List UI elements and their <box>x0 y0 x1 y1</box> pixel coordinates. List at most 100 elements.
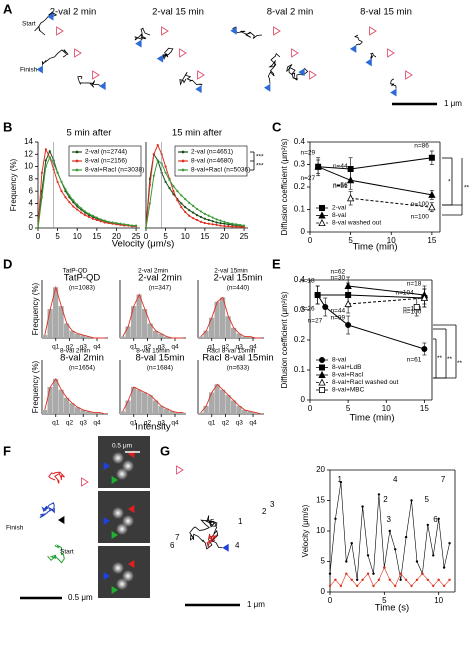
point <box>164 165 167 168</box>
series-line <box>317 294 425 350</box>
histogram-subtitle: (n=633) <box>227 365 250 372</box>
y-tick-label: 15 <box>316 496 325 505</box>
event-label: 5 <box>210 518 215 527</box>
x-tick-label: q2 <box>144 420 152 427</box>
point <box>242 224 246 227</box>
n-label: n=29 <box>300 149 315 156</box>
histogram-bar <box>225 316 231 338</box>
arrowhead-red <box>128 560 135 568</box>
y-tick-label: 0.4 <box>294 137 306 146</box>
x-tick-label: 25 <box>240 232 249 241</box>
arrowhead <box>222 543 229 552</box>
significance: *** <box>256 154 264 161</box>
arrowhead-green <box>111 531 118 539</box>
histogram-bar <box>120 411 126 414</box>
histogram-bar <box>147 395 153 414</box>
panel-letter: E <box>272 256 281 271</box>
x-tick-label: q3 <box>158 344 166 351</box>
x-tick-label: q4 <box>249 344 257 351</box>
histogram-bar <box>169 411 175 414</box>
y-tick-label: 20 <box>316 465 325 474</box>
end-arrowhead <box>99 82 106 91</box>
trajectory-blue <box>39 502 55 519</box>
trajectory <box>34 12 58 36</box>
chart-title: 2-val 15min <box>214 268 248 275</box>
arrowhead-green <box>111 476 118 484</box>
histogram-bar <box>220 389 226 414</box>
legend-label: 8-val (n=4680) <box>191 158 233 165</box>
legend-label: 8-val+RacI <box>332 372 363 379</box>
histogram-subtitle: (n=1684) <box>147 365 173 372</box>
x-tick-label: 10 <box>73 232 82 241</box>
x-tick-label: q1 <box>52 344 60 351</box>
marker <box>428 154 435 161</box>
trajectory <box>370 52 377 59</box>
trajectory <box>179 71 203 86</box>
significance: ** <box>457 360 463 367</box>
x-tick-label: q4 <box>171 344 179 351</box>
histogram-bar <box>47 309 53 338</box>
arrowhead <box>176 465 184 475</box>
y-tick-label: 4 <box>29 199 34 208</box>
histogram-bar <box>97 412 103 414</box>
x-axis-label: Time (min) <box>349 413 394 424</box>
start-arrowhead <box>92 70 100 80</box>
start-arrowhead <box>405 70 413 80</box>
point <box>223 222 226 225</box>
point <box>207 222 210 225</box>
marker <box>428 203 436 211</box>
point <box>404 578 408 581</box>
fluorescent-spot <box>112 507 124 519</box>
n-label: n=27 <box>308 318 323 325</box>
panel-title: 2-val 2 min <box>50 7 96 18</box>
point <box>361 578 364 581</box>
trajectory <box>162 47 174 60</box>
y-tick-label: 0.1 <box>294 205 306 214</box>
point <box>372 572 375 575</box>
marker <box>318 364 325 371</box>
point <box>442 584 446 588</box>
histogram-bar <box>231 400 237 414</box>
finish-label: Finish <box>20 67 38 74</box>
legend-label: 8-val+RacI (n=3038) <box>85 167 144 174</box>
start-arrowhead <box>56 26 64 36</box>
point <box>68 201 71 204</box>
point <box>172 193 175 196</box>
point <box>127 223 130 227</box>
marker <box>314 162 322 170</box>
start-label: Start <box>60 549 74 556</box>
histogram-bar <box>125 326 131 338</box>
point <box>219 219 222 222</box>
point <box>195 214 199 217</box>
point <box>64 188 67 191</box>
marker <box>318 211 326 219</box>
point <box>76 203 79 206</box>
legend-marker <box>181 159 185 163</box>
point <box>168 186 171 190</box>
event-label: 3 <box>386 515 391 524</box>
histogram-bar <box>220 297 226 338</box>
point <box>144 226 148 230</box>
marker <box>344 281 352 290</box>
chart-title: 15 min after <box>172 128 222 139</box>
scale-label: 0.5 μm <box>68 593 93 602</box>
marker <box>428 190 436 198</box>
marker <box>318 218 326 227</box>
point <box>219 221 222 225</box>
point <box>107 220 110 223</box>
point <box>388 578 391 581</box>
n-label: n=27 <box>300 175 315 182</box>
point <box>176 190 179 193</box>
histogram-title: 8-val 15min <box>135 353 184 364</box>
legend-label: 8-val <box>332 357 347 364</box>
point <box>227 221 230 225</box>
n-label: n=100 <box>411 213 430 220</box>
significance: * <box>448 179 451 186</box>
y-tick-label: 0.3 <box>294 305 306 314</box>
point <box>421 572 424 575</box>
point <box>87 212 91 215</box>
event-label: 7 <box>441 475 446 484</box>
marker <box>346 194 355 202</box>
end-arrowhead <box>349 44 357 53</box>
series-line <box>348 297 425 305</box>
